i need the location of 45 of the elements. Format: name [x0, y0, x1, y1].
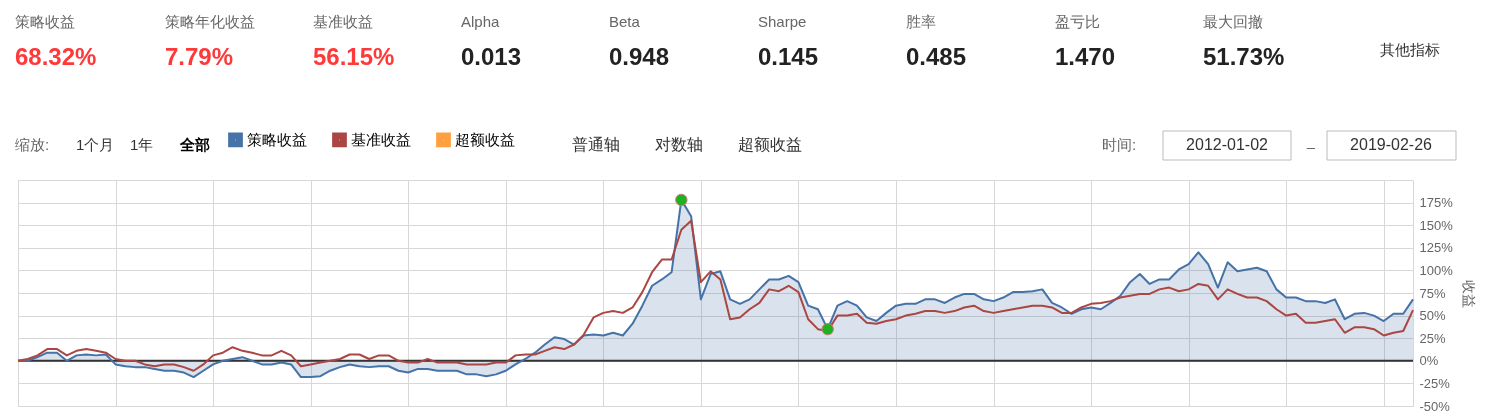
- text: 0.013: [461, 43, 522, 70]
- text: 缩放:: [15, 136, 50, 153]
- text: 普通轴: [572, 136, 620, 153]
- text: 超额收益: [738, 136, 802, 153]
- text: 0.145: [758, 43, 819, 70]
- y-tick-label: 25%: [1419, 330, 1446, 346]
- y-axis-title: 收益: [1460, 279, 1477, 308]
- text: Sharpe: [758, 13, 807, 30]
- y-tick-label: 100%: [1419, 262, 1454, 278]
- text: 0.948: [609, 43, 670, 70]
- legend-label: 基准收益: [351, 130, 411, 148]
- y-tick-label: 75%: [1419, 285, 1446, 301]
- text: 0.485: [906, 43, 967, 70]
- y-tick-label: 175%: [1419, 195, 1454, 211]
- text: 2019-02-26: [1350, 136, 1433, 153]
- text: 68.32%: [15, 43, 97, 70]
- y-tick-label: 125%: [1419, 240, 1454, 256]
- text: 对数轴: [655, 136, 703, 153]
- text: 其他指标: [1380, 41, 1440, 58]
- y-tick-label: -50%: [1419, 398, 1451, 414]
- text: Beta: [609, 13, 641, 30]
- legend-label: 超额收益: [455, 130, 515, 148]
- text: 策略收益: [15, 13, 75, 30]
- text: 基准收益: [313, 13, 373, 30]
- text: 2012-01-02: [1186, 136, 1269, 153]
- y-tick-label: 50%: [1419, 308, 1446, 324]
- y-tick-label: -25%: [1419, 375, 1451, 391]
- text: 胜率: [906, 13, 936, 30]
- text: Alpha: [461, 13, 501, 30]
- text: 时间:: [1102, 136, 1137, 153]
- text: 盈亏比: [1055, 13, 1100, 30]
- y-tick-label: 150%: [1419, 217, 1454, 233]
- text: 策略年化收益: [165, 13, 255, 30]
- y-tick-label: 0%: [1419, 353, 1439, 369]
- text: 1年: [130, 136, 154, 153]
- text: 51.73%: [1203, 43, 1285, 70]
- text: 7.79%: [165, 43, 234, 70]
- line-series: [17, 219, 1414, 372]
- text: 1.470: [1055, 43, 1116, 70]
- text: –: [1306, 138, 1316, 155]
- text: 最大回撤: [1203, 13, 1263, 30]
- legend-label: 策略收益: [247, 130, 307, 148]
- text: 1个月: [76, 136, 115, 153]
- text: 56.15%: [313, 43, 395, 70]
- text: 全部: [179, 136, 210, 153]
